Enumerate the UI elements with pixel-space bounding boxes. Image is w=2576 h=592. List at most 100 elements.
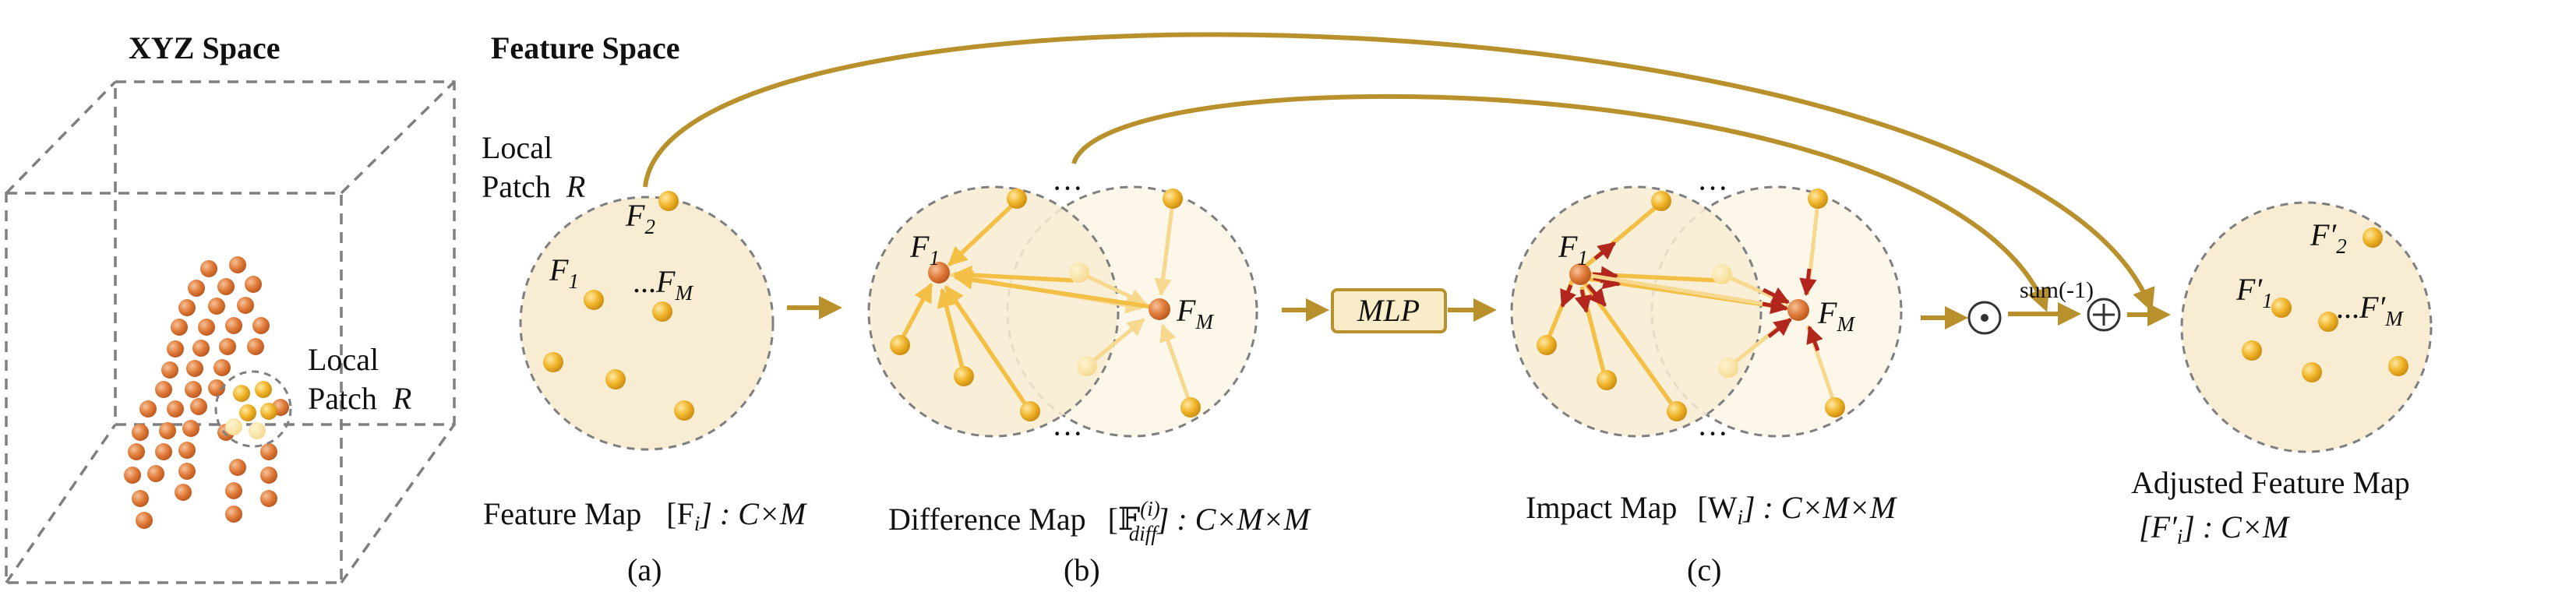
difference-circle-front <box>867 185 1120 438</box>
skip-arrow-difference-to-hadamard <box>1071 93 2050 312</box>
chair-point <box>167 400 184 418</box>
xyz-bounding-box <box>5 80 456 584</box>
chair-point <box>185 381 202 398</box>
chair-point <box>178 463 196 480</box>
difference-ellipsis-top: ··· <box>1052 171 1083 206</box>
adjusted-map-circle <box>2180 201 2433 453</box>
chair-point <box>175 484 192 501</box>
chair-point <box>225 506 242 523</box>
chair-point <box>167 340 184 358</box>
mlp-box <box>1331 288 1447 333</box>
adjusted-nodes <box>2242 227 2408 382</box>
chair-point <box>237 297 254 314</box>
skip-arrow-feature-to-plus <box>643 32 2155 312</box>
difference-ellipsis-bottom: ··· <box>1052 416 1083 451</box>
skip-connection-arrows <box>643 32 2155 312</box>
feature-map-panel: Local Patch R F2 F1 ...FM Feature Map [F… <box>482 130 808 587</box>
impact-label-fm: FM <box>1817 295 1855 336</box>
feature-patch-word: Patch <box>482 169 551 204</box>
chair-point <box>252 317 270 334</box>
chair-point <box>213 359 231 376</box>
chair-point <box>225 317 242 334</box>
chair-point <box>155 381 172 398</box>
impact-ellipsis-top: ··· <box>1697 171 1728 206</box>
panel-letter-b: (b) <box>1064 552 1100 587</box>
xyz-space-panel: XYZ Space Local Patch R <box>5 30 456 584</box>
xyz-local-patch-circle <box>214 370 292 448</box>
adjusted-label-f2: F′2 <box>2310 217 2347 258</box>
feature-map-nodes <box>543 191 694 421</box>
impact-node-f1 <box>1569 263 1591 285</box>
feature-patch-label-line2: Patch R <box>482 169 585 204</box>
difference-map-panel: ··· ··· <box>867 171 1312 587</box>
operators: sum(-1) <box>1921 277 2171 335</box>
node-label-fm: ...FM <box>633 264 693 305</box>
adjusted-label-f1: F′1 <box>2235 272 2273 312</box>
chair-point <box>192 340 210 357</box>
impact-circle-front <box>1510 185 1763 438</box>
chair-point <box>260 467 277 484</box>
chair-point <box>229 256 246 273</box>
chair-point <box>200 260 217 277</box>
mlp-block: MLP <box>1331 288 1447 333</box>
chair-point <box>136 512 153 529</box>
chair-point <box>132 490 149 507</box>
chair-point <box>178 442 196 459</box>
chair-point <box>186 360 203 377</box>
chair-point <box>217 278 235 295</box>
difference-label-fm: FM <box>1176 293 1214 333</box>
node-label-f2: F2 <box>625 198 655 238</box>
chair-point <box>260 490 277 507</box>
difference-node-fm <box>1149 298 1170 320</box>
adjusted-label-fm: ...F′M <box>2336 290 2404 330</box>
chair-point <box>247 338 264 355</box>
chair-point <box>260 443 277 460</box>
chair-point <box>178 299 196 316</box>
difference-node-f1 <box>928 262 950 284</box>
chair-point <box>161 361 178 379</box>
chair-point <box>128 443 145 460</box>
chair-point <box>188 280 205 297</box>
impact-node-fm <box>1787 299 1809 321</box>
impact-nodes <box>1537 189 1845 421</box>
difference-label-f1: F1 <box>909 229 940 270</box>
chair-point <box>198 319 215 336</box>
feature-map-caption: Feature Map [Fi] : C×M <box>483 496 808 535</box>
chair-point <box>139 400 157 418</box>
node-label-f1: F1 <box>549 252 579 293</box>
xyz-patch-symbol: R <box>392 381 411 416</box>
chair-point <box>182 420 199 437</box>
xyz-space-title: XYZ Space <box>129 30 280 65</box>
chair-point <box>155 443 172 460</box>
chair-point <box>159 422 176 439</box>
chair-point <box>219 338 236 355</box>
adjusted-caption-line2: [F′i] : C×M <box>2139 509 2291 548</box>
chair-point <box>245 276 262 293</box>
xyz-patch-points <box>225 381 277 439</box>
adjusted-caption-line1: Adjusted Feature Map <box>2131 465 2410 500</box>
chair-point <box>225 482 242 499</box>
adjusted-map-panel: F′2 F′1 ...F′M Adjusted Feature Map [F′i… <box>2131 201 2433 548</box>
impact-ellipsis-bottom: ··· <box>1697 416 1728 451</box>
chair-point <box>190 398 207 415</box>
chair-point <box>208 379 225 396</box>
difference-map-caption: Difference Map [𝔽(i) diff] : C×M×M <box>888 497 1312 545</box>
hadamard-dot <box>1981 314 1988 322</box>
chair-point <box>208 298 225 315</box>
chair-point <box>229 459 246 476</box>
panel-letter-c: (c) <box>1687 552 1721 587</box>
difference-nodes <box>890 189 1201 421</box>
panel-letter-a: (a) <box>627 552 662 587</box>
difference-edges-f1 <box>898 199 1158 411</box>
xyz-patch-label-line1: Local <box>308 342 379 377</box>
impact-red-arrows-fm <box>1762 268 1823 351</box>
chair-point <box>147 465 164 482</box>
xyz-patch-word: Patch <box>308 381 377 416</box>
feature-patch-label-line1: Local <box>482 130 552 165</box>
impact-label-f1: F1 <box>1558 229 1588 270</box>
chair-point-cloud <box>124 256 289 529</box>
chair-point <box>124 467 141 484</box>
chair-point <box>132 424 149 441</box>
impact-map-panel: ··· ··· <box>1510 171 1903 587</box>
